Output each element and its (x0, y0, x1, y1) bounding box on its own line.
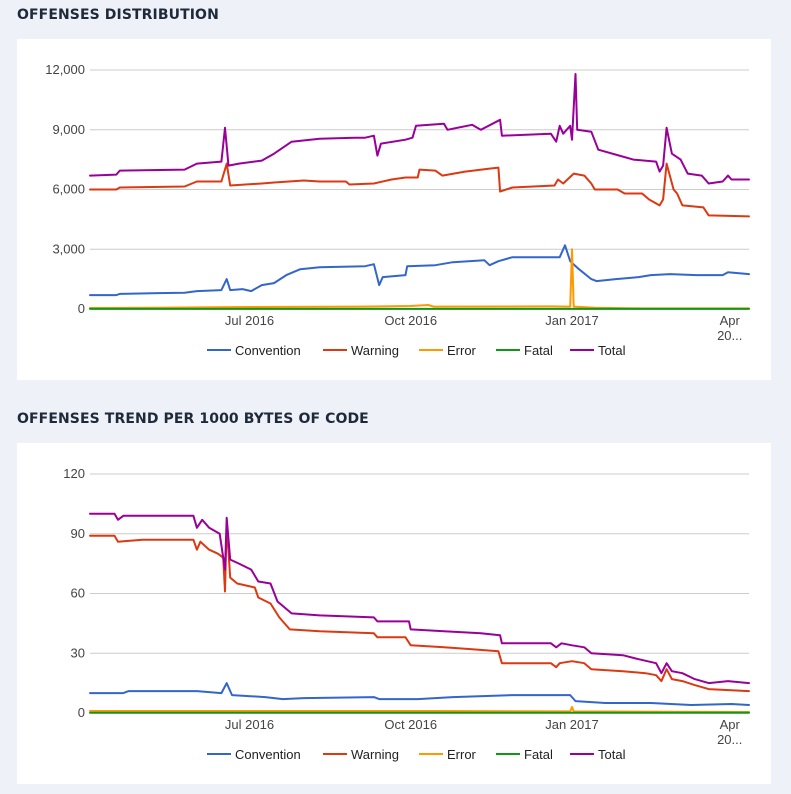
y-tick-label-30: 30 (71, 645, 85, 660)
series-line-convention (89, 682, 750, 706)
legend-label-warning[interactable]: Warning (351, 747, 399, 762)
series-line-convention (89, 244, 750, 297)
x-tick-label-jul-2016: Jul 2016 (225, 313, 274, 328)
legend-label-error[interactable]: Error (447, 343, 477, 358)
legend-label-total[interactable]: Total (598, 343, 626, 358)
x-tick-label-oct-2016: Oct 2016 (384, 717, 437, 732)
section-title-offenses-trend: OFFENSES TREND PER 1000 BYTES OF CODE (17, 411, 369, 427)
series-line-total (89, 73, 750, 185)
chart-svg: 0 30 60 90 120 Jul 2016 Oct 2016 Jan 2017 Apr20.… (63, 466, 750, 762)
series-line-warning (89, 522, 750, 693)
legend-label-error[interactable]: Error (447, 747, 477, 762)
y-tick-label-12000: 12,000 (45, 62, 85, 77)
series-line-error (89, 248, 750, 310)
x-tick-label-jan-2017: Jan 2017 (545, 313, 599, 328)
legend-label-warning[interactable]: Warning (351, 343, 399, 358)
y-tick-label-90: 90 (71, 526, 85, 541)
chart-svg: 0 3,000 6,000 9,000 12,000 Jul 2016 Oct 2016 Ja… (45, 62, 750, 358)
y-tick-label-0: 0 (78, 705, 85, 720)
x-tick-label-jul-2016: Jul 2016 (225, 717, 274, 732)
x-tick-label-line2: 20... (717, 328, 742, 343)
y-tick-label-9000: 9,000 (52, 122, 85, 137)
y-tick-label-0: 0 (78, 301, 85, 316)
x-tick-label-jan-2017: Jan 2017 (545, 717, 599, 732)
y-tick-label-120: 120 (63, 466, 85, 481)
y-tick-label-60: 60 (71, 586, 85, 601)
series-line-warning (89, 162, 750, 218)
x-tick-label-apr: Apr (720, 717, 741, 732)
series-line-error (89, 706, 750, 713)
legend-label-convention[interactable]: Convention (235, 747, 301, 762)
x-tick-label-oct-2016: Oct 2016 (384, 313, 437, 328)
x-tick-label-line2: 20... (717, 732, 742, 747)
series-line-total (89, 512, 750, 685)
section-title-offenses-distribution: OFFENSES DISTRIBUTION (17, 7, 219, 23)
legend-label-convention[interactable]: Convention (235, 343, 301, 358)
y-tick-label-6000: 6,000 (52, 182, 85, 197)
offenses-distribution-chart: 0 3,000 6,000 9,000 12,000 Jul 2016 Oct 2016 Ja… (17, 39, 771, 380)
y-tick-label-3000: 3,000 (52, 241, 85, 256)
legend-label-total[interactable]: Total (598, 747, 626, 762)
legend-label-fatal[interactable]: Fatal (524, 747, 553, 762)
x-tick-label-apr: Apr (720, 313, 741, 328)
legend-label-fatal[interactable]: Fatal (524, 343, 553, 358)
offenses-trend-chart: 0 30 60 90 120 Jul 2016 Oct 2016 Jan 2017 Apr 20.… (17, 443, 771, 784)
